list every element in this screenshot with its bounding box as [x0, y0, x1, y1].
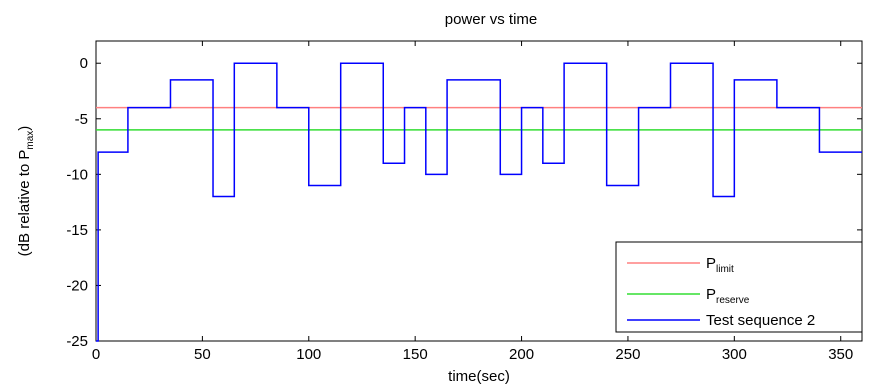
y-axis-label: (dB relative to Pmax)	[16, 126, 36, 257]
x-tick-label: 300	[722, 346, 747, 363]
axis-ticks: 0 50 100 150 200 250 300 350 0 -5 -10 -15 -20 -25	[66, 41, 862, 363]
x-axis-label: time(sec)	[448, 368, 510, 385]
x-tick-label: 250	[615, 346, 640, 363]
y-tick-label: -25	[66, 333, 88, 350]
legend-entry: Plimit	[706, 255, 734, 275]
y-axis-label-suffix: )	[16, 126, 33, 131]
y-tick-label: -5	[75, 111, 88, 128]
y-tick-label: -15	[66, 222, 88, 239]
series-layer	[96, 62, 862, 342]
y-tick-label: -20	[66, 277, 88, 294]
series-line-test-sequence-2	[96, 62, 862, 342]
legend-entry: Test sequence 2	[706, 312, 815, 329]
y-tick-label: 0	[80, 55, 88, 72]
y-tick-label: -10	[66, 166, 88, 183]
chart-title: power vs time	[445, 11, 538, 28]
y-axis-label-group: (dB relative to Pmax)	[16, 126, 36, 257]
legend-entry: Preserve	[706, 286, 750, 306]
x-tick-label: 50	[194, 346, 211, 363]
x-tick-label: 150	[403, 346, 428, 363]
x-tick-label: 200	[509, 346, 534, 363]
legend: Plimit Preserve Test sequence 2	[615, 241, 863, 333]
y-axis-label-prefix: (dB relative to P	[16, 150, 33, 257]
x-tick-label: 350	[828, 346, 853, 363]
x-tick-label: 100	[296, 346, 321, 363]
x-tick-label: 0	[92, 346, 100, 363]
y-axis-label-sub: max	[25, 131, 36, 150]
legend-box	[615, 241, 863, 333]
